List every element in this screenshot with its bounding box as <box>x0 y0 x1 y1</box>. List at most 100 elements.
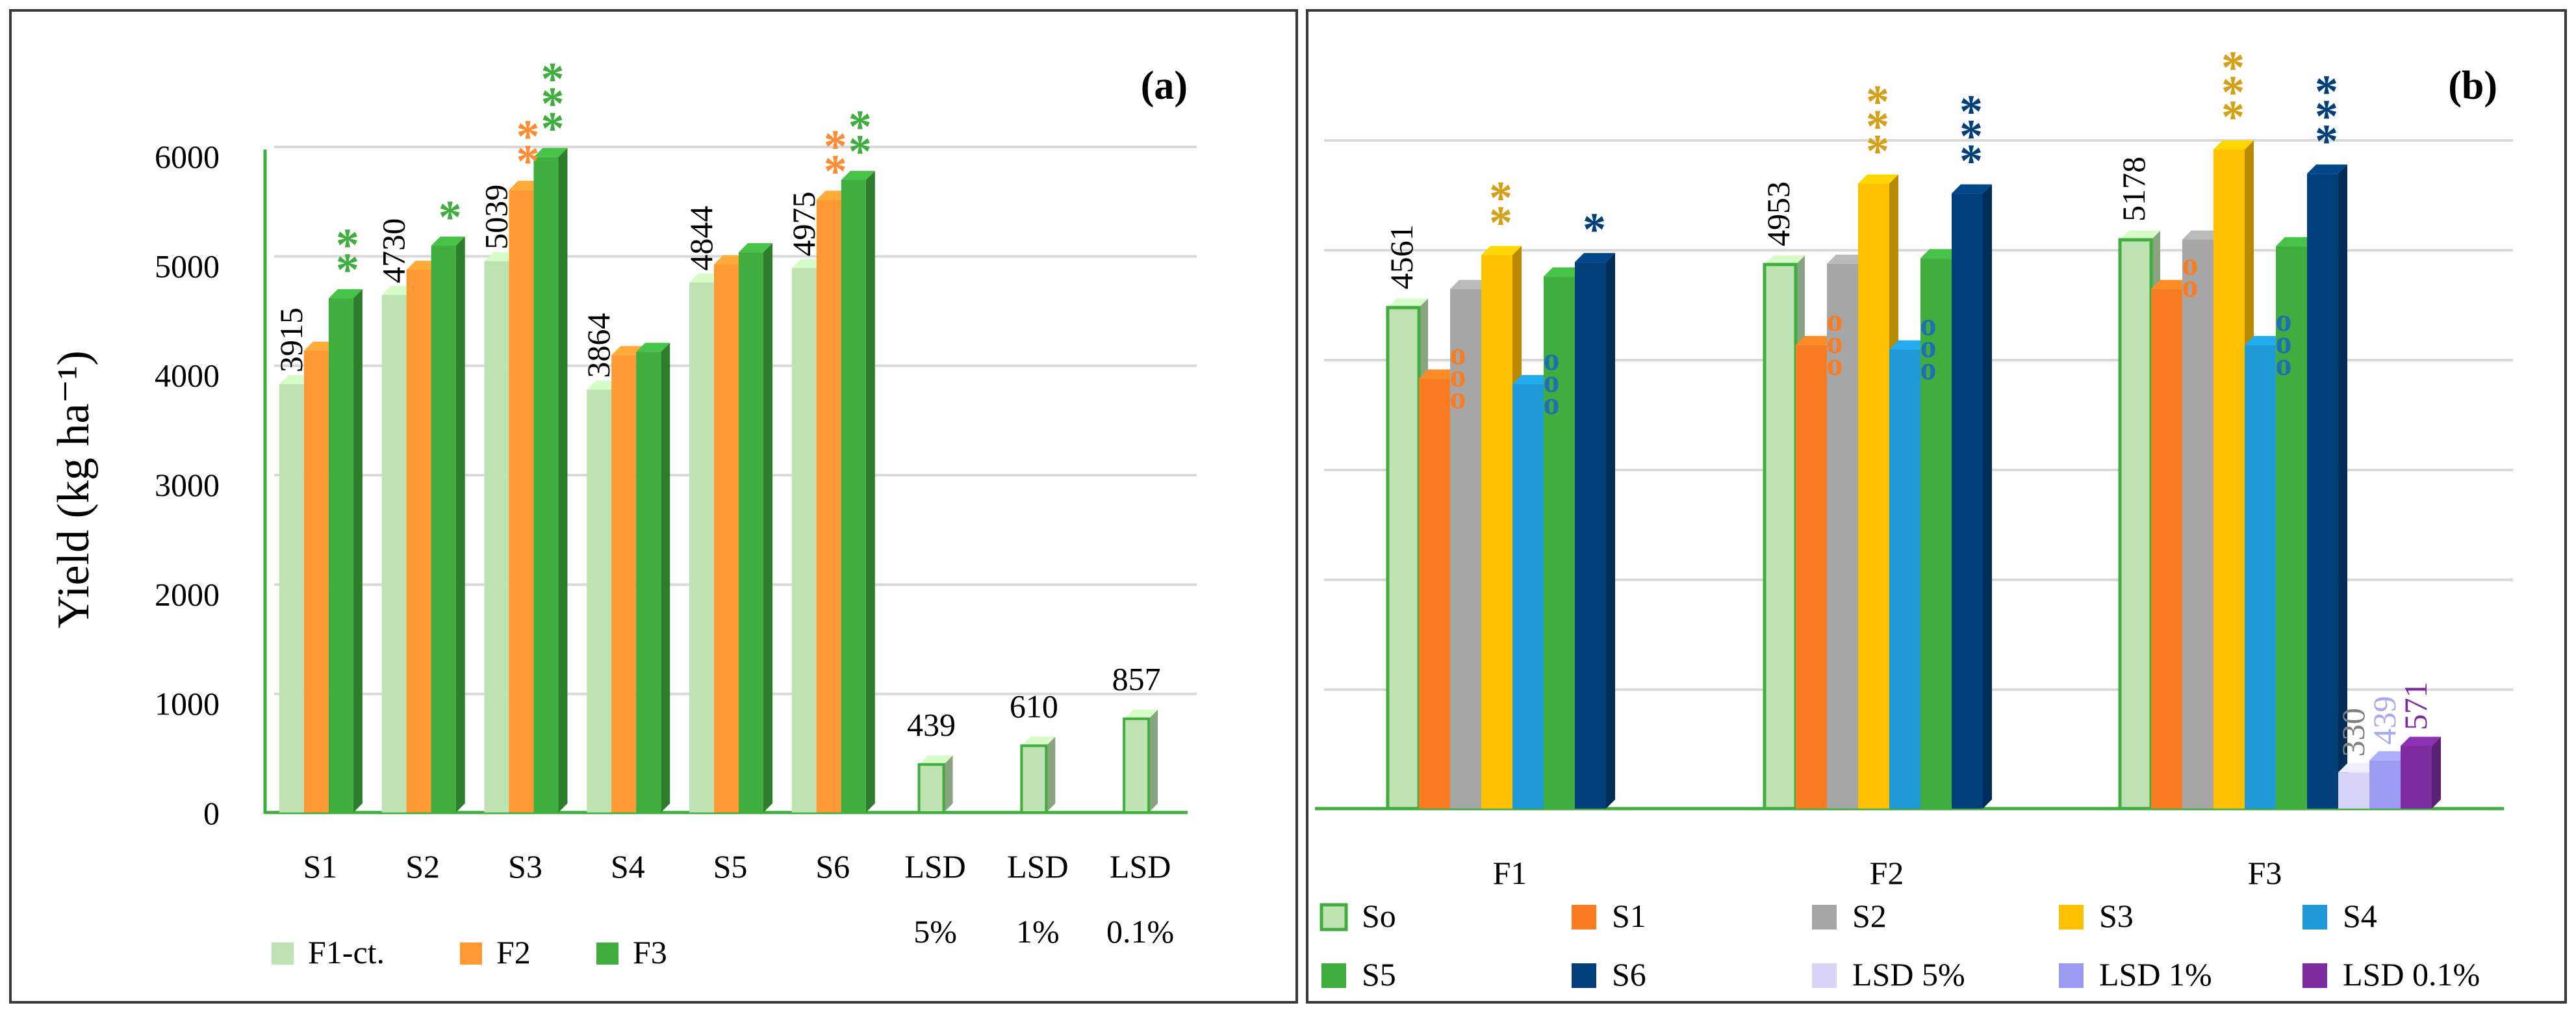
bar-So-F2-top <box>1765 255 1805 265</box>
data-label: 4844 <box>683 206 719 271</box>
significance-mark-S6-F2-char: * <box>824 120 847 172</box>
bar-F1-ct.-LSD 1%-side <box>1046 736 1056 812</box>
bar-F2-S3-front <box>509 190 534 812</box>
significance-mark-F2-S3-char: * <box>1866 100 1889 152</box>
bar-S1-F2-top <box>1796 335 1836 345</box>
chart-b-svg: (b)F14561F24953F35178330439571ooo**ooo*o… <box>1315 42 2513 993</box>
bar-F1-ct.-LSD 0.1% <box>1123 709 1158 814</box>
panel-b-chart: (b) F1 4561 F2 4953 F3 5178 330 439 571 o o o * * o o o * o… <box>1306 9 2567 1004</box>
bar-S2-F2-front <box>1827 263 1858 809</box>
significance-mark-F1-S1-char: o <box>1450 357 1466 393</box>
bar-F3-S5 <box>739 243 772 813</box>
x-tick-label: S4 <box>611 848 645 885</box>
significance-mark-S6-F2-char: * <box>824 145 847 197</box>
bar-F3-S3-top <box>533 148 568 157</box>
bar-S3-F3-front <box>2213 150 2245 809</box>
bar-F1-ct.-S1-front <box>279 384 304 812</box>
bar-LSD 0.1%-F3 <box>2401 736 2441 809</box>
bar-S2-F3-front <box>2182 239 2213 809</box>
significance-mark-S3-F3-char: * <box>541 78 564 130</box>
bar-S2-F2-top <box>1827 254 1867 264</box>
bar-S5-F1-top <box>1544 267 1584 277</box>
significance-mark-F3-S3-char: * <box>2221 66 2245 118</box>
panel-title: (b) <box>2448 64 2497 108</box>
bar-S2-F1-top <box>1450 280 1490 289</box>
bar-F3-S5-side <box>763 243 772 813</box>
x-tick-label: F3 <box>2248 855 2282 891</box>
bar-F3-S1-side <box>353 289 363 812</box>
data-label: 4561 <box>1383 224 1420 289</box>
legend-label-So: So <box>1362 898 1396 934</box>
significance-mark-F1-S6-char: * <box>1583 203 1606 255</box>
legend-swatch-F1-ct. <box>272 942 294 965</box>
legend-swatch-So <box>1320 903 1348 931</box>
x-tick-label: S6 <box>815 848 850 885</box>
significance-mark-F2-S6-char: * <box>1959 110 1983 162</box>
x-tick-label: 1% <box>1016 913 1060 950</box>
bar-LSD 0.1%-F3-front <box>2401 746 2432 809</box>
bar-F3-S6-front <box>841 180 866 812</box>
legend-swatch-LSD 0.1% <box>2302 963 2327 988</box>
significance-mark-F3-S1-char: o <box>2182 268 2199 304</box>
legend-label-F1-ct.: F1-ct. <box>308 934 385 970</box>
bar-S4-F3-top <box>2245 335 2285 345</box>
significance-mark-F2-S4-char: o <box>1920 306 1937 343</box>
data-label: 4730 <box>376 218 412 283</box>
bar-F3-S3-front <box>533 157 559 812</box>
x-tick-label: LSD <box>904 848 965 885</box>
bar-F3-S3-side <box>558 148 568 812</box>
bar-So-F1 <box>1386 298 1428 811</box>
significance-mark-F2-S1-char: o <box>1827 324 1843 360</box>
bar-F1-ct.-S6-front <box>791 268 817 813</box>
bar-LSD 0.1%-F3-top <box>2401 736 2441 746</box>
legend-swatch-S3 <box>2059 905 2084 930</box>
bar-F3-S2 <box>431 237 465 812</box>
bar-S5-F1-front <box>1544 276 1575 809</box>
bar-LSD 5%-F3-front <box>2338 772 2369 809</box>
bar-F3-S2-front <box>431 246 456 812</box>
bar-F3-S5-top <box>739 243 772 253</box>
bar-F3-S3 <box>533 148 568 812</box>
bar-S4-F2-front <box>1889 349 1920 809</box>
bar-F1-ct.-LSD 5%-top <box>919 755 953 765</box>
data-label: 3864 <box>580 313 617 378</box>
bar-S6-F2-top <box>1952 184 1992 194</box>
chart-a-svg: 0 1000 2000 3000 4000 5000 6000 Yield (kg ha⁻¹)… <box>49 53 1197 970</box>
bar-F3-S6-top <box>841 171 875 181</box>
bar-S1-F1-top <box>1419 369 1459 379</box>
significance-mark-F3-S6-char: * <box>2315 115 2338 167</box>
bar-F2-S4-front <box>611 355 637 812</box>
significance-mark-F2-S4-char: o <box>1920 328 1937 365</box>
data-label: 3915 <box>273 307 309 372</box>
significance-mark-F3-S4-char: o <box>2276 346 2292 382</box>
bar-F3-S4 <box>636 343 670 812</box>
bar-So-F3-front <box>2118 238 2153 811</box>
significance-mark-F3-S4-char: o <box>2276 324 2292 360</box>
x-tick-label: LSD <box>1007 848 1068 885</box>
significance-mark-F2-S1-char: o <box>1827 346 1843 382</box>
x-tick-label: S2 <box>405 848 440 885</box>
legend-swatch-LSD 1% <box>2059 963 2084 988</box>
bar-S3-F2-top <box>1858 174 1898 184</box>
significance-mark-S2-F3-char: * <box>439 191 462 243</box>
y-tick-label: 2000 <box>155 576 220 612</box>
bar-S4-F1-front <box>1512 384 1544 809</box>
bar-S5-F3-front <box>2276 246 2307 809</box>
bar-S5-F2-front <box>1920 258 1952 809</box>
x-tick-label: S1 <box>303 848 337 885</box>
bar-F2-S6-front <box>816 200 841 812</box>
bar-F1-ct.-LSD 1%-top <box>1021 736 1056 746</box>
significance-mark-F1-S4-char: o <box>1544 385 1560 421</box>
bar-So-F2-front <box>1763 263 1798 811</box>
data-label: 4975 <box>785 192 822 257</box>
y-axis-title: Yield (kg ha⁻¹) <box>49 350 99 628</box>
significance-mark-S3-F2-char: * <box>516 110 539 162</box>
significance-mark-F1-S4-char: o <box>1544 363 1560 399</box>
bar-S1-F1-front <box>1419 378 1450 809</box>
bar-F3-S4-side <box>661 343 670 812</box>
x-tick-label: LSD <box>1110 848 1171 885</box>
bar-F3-S4-top <box>636 343 670 352</box>
bar-S6-F3-side <box>2338 164 2347 809</box>
data-label: 439 <box>907 707 956 743</box>
significance-mark-F2-S6-char: * <box>1959 86 1983 138</box>
